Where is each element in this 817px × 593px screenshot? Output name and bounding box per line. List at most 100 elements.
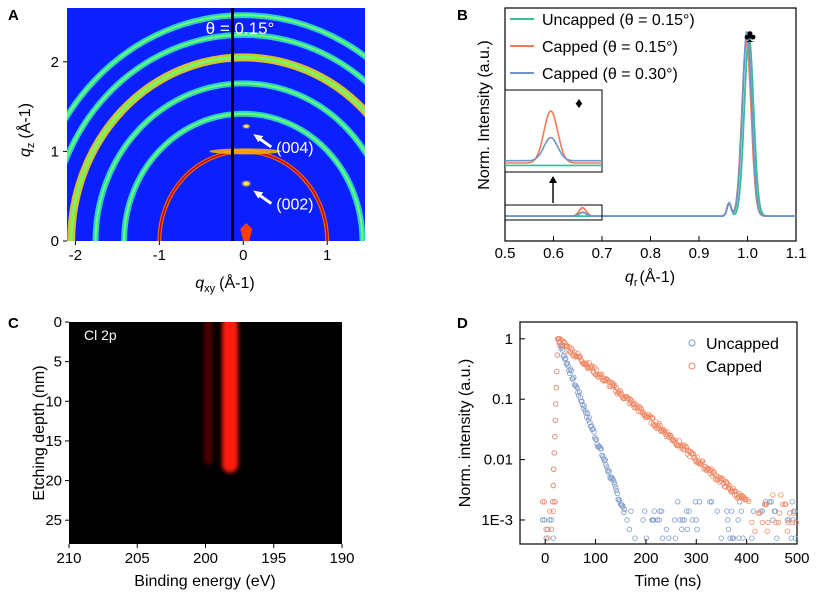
panel-letter-d: D [457, 315, 468, 332]
point [640, 409, 646, 415]
point [553, 401, 559, 407]
point [553, 385, 559, 391]
point [779, 501, 786, 507]
spot-002 [240, 179, 253, 188]
point [577, 395, 583, 401]
point [694, 526, 700, 533]
point [613, 487, 620, 494]
point [784, 528, 791, 534]
diffraction-ring-core [123, 112, 364, 241]
point [789, 499, 795, 505]
point [693, 517, 699, 523]
point [730, 535, 737, 541]
point [658, 508, 665, 514]
point [547, 508, 553, 514]
point [606, 468, 612, 474]
point [612, 485, 619, 491]
panel-b-axes: 0.5 0.6 0.7 0.8 0.9 1.0 1.1 [495, 236, 807, 262]
point [550, 482, 556, 489]
panel-letter-c: C [8, 315, 19, 332]
ylabel-sub: z [25, 143, 37, 149]
x-tick-label: 1 [323, 247, 331, 264]
point [611, 479, 617, 486]
panel-c-ylabel: Etching depth (nm) [31, 365, 48, 500]
point [727, 535, 733, 541]
point [602, 457, 608, 463]
point [640, 517, 646, 523]
point [637, 408, 644, 415]
point [755, 510, 762, 516]
panel-d-xlabel: Time (ns) [635, 573, 702, 590]
point [785, 519, 791, 526]
x-tick-label: 1.1 [786, 245, 807, 262]
inset-source-box [504, 204, 603, 221]
point [740, 535, 746, 541]
point [783, 501, 789, 507]
inset-frame [504, 89, 603, 173]
xrd-lines [505, 31, 796, 217]
y-tick-label: 1E-3 [481, 512, 513, 529]
x-tick-label: -1 [153, 247, 166, 264]
x-tick-label: 0.7 [592, 245, 613, 262]
point [626, 526, 633, 533]
point [621, 509, 627, 515]
legend-marker [688, 362, 696, 370]
point [566, 367, 572, 373]
point [650, 415, 656, 421]
xlabel-sub: r [634, 277, 638, 289]
inset-arrowhead [549, 176, 557, 183]
point [562, 356, 568, 363]
inset-line-1 [505, 110, 602, 164]
y-tick-label: 1 [505, 331, 513, 348]
point [661, 428, 667, 434]
panel-c-label: Cl 2p [84, 327, 117, 343]
point [671, 517, 678, 523]
legend-label: Uncapped [706, 336, 779, 353]
x-tick-label: 0.9 [689, 245, 710, 262]
point [778, 492, 784, 498]
diffraction-rings [67, 12, 365, 241]
panel-b-legend: Uncapped (θ = 0.15°) Capped (θ = 0.15°) Ca… [510, 12, 695, 83]
point [714, 508, 720, 514]
y-tick-label: 5 [54, 354, 62, 371]
x-tick-label: 400 [734, 550, 759, 567]
x-tick-label: 500 [784, 550, 809, 567]
point [675, 499, 681, 505]
point [552, 499, 558, 505]
xrd-line-2 [505, 31, 796, 217]
point [735, 517, 741, 523]
x-tick-label: 200 [633, 550, 658, 567]
annotation-label: (004) [276, 140, 313, 157]
point [588, 364, 595, 370]
legend-label: Capped (θ = 0.30°) [542, 66, 678, 83]
point [679, 526, 685, 533]
point [666, 535, 672, 541]
panel-a-xlabel: qxy (Å-1) [195, 273, 254, 295]
xlabel-q: q [195, 275, 204, 292]
point [741, 496, 748, 502]
x-tick-label: 200 [193, 550, 218, 567]
ylabel-q: q [17, 148, 34, 157]
y-tick-label: 25 [45, 512, 62, 529]
diffraction-ring-core [94, 82, 365, 241]
point [683, 508, 690, 514]
point [608, 379, 615, 386]
point [552, 433, 558, 440]
panel-a-axes: -2 -1 0 1 0 1 2 [51, 54, 332, 264]
point [775, 519, 782, 526]
x-tick-label: 210 [56, 550, 81, 567]
point [791, 510, 797, 516]
y-tick-label: 0 [51, 233, 59, 250]
panel-a-title: θ = 0.15° [206, 19, 275, 38]
point [588, 423, 595, 429]
point [600, 455, 607, 461]
point [550, 535, 556, 541]
point [657, 422, 663, 429]
point [681, 517, 687, 523]
point [765, 519, 771, 526]
point [787, 510, 793, 516]
point [579, 398, 585, 404]
y-tick-label: 0.1 [492, 391, 513, 408]
point [545, 535, 551, 541]
